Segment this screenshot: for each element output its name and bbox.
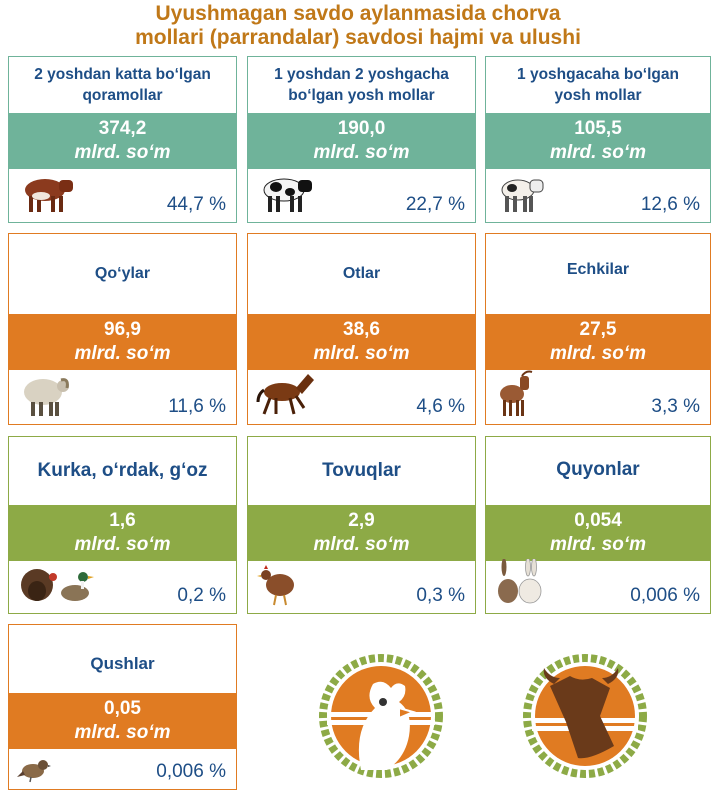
bull-emblem-icon	[523, 654, 647, 778]
card-label: Tovuqlar	[248, 437, 475, 505]
card-unit: mlrd. so‘m	[74, 722, 171, 743]
card-unit: mlrd. so‘m	[549, 343, 647, 364]
value-band: 1,6 mlrd. so‘m	[9, 505, 236, 561]
card-horses: Otlar 38,6 mlrd. so‘m 4,6 %	[247, 233, 476, 425]
card-value: 1,6	[109, 510, 136, 531]
card-label-line2: qoramollar	[82, 86, 163, 104]
card-label-line1: 2 yoshdan katta bo‘lgan	[34, 65, 211, 83]
card-unit: mlrd. so‘m	[313, 142, 410, 163]
card-label-line1: Tovuqlar	[322, 460, 401, 481]
page-title: Uyushmagan savdo aylanmasida chorva moll…	[0, 2, 716, 50]
card-value: 96,9	[104, 319, 141, 340]
rabbit-icon	[498, 559, 542, 604]
goat-icon	[500, 370, 533, 416]
value-band: 374,2 mlrd. so‘m	[9, 113, 236, 169]
card-value: 374,2	[98, 118, 147, 139]
turkey-duck-icon	[21, 569, 94, 601]
card-label: Qo‘ylar	[9, 234, 236, 314]
value-band: 27,5 mlrd. so‘m	[486, 314, 710, 370]
value-band: 38,6 mlrd. so‘m	[248, 314, 475, 370]
card-rabbits: Quyonlar 0,054 mlrd. so‘m 0,006 %	[485, 436, 711, 614]
card-label-line1: 1 yoshdan 2 yoshgacha	[274, 65, 449, 83]
card-calves: 1 yoshgacaha bo‘lgan yosh mollar 105,5 m…	[485, 56, 711, 223]
card-label: Echkilar	[486, 234, 710, 306]
card-label-line1: Kurka, o‘rdak, g‘oz	[37, 460, 208, 481]
card-label-line1: 1 yoshgacaha bo‘lgan	[517, 65, 679, 83]
page-title-line1: Uyushmagan savdo aylanmasida chorva	[155, 2, 561, 25]
card-label-line2: yosh mollar	[554, 86, 642, 104]
card-share: 12,6 %	[640, 194, 700, 215]
card-birds: Qushlar 0,05 mlrd. so‘m 0,006 %	[8, 624, 237, 790]
card-unit: mlrd. so‘m	[549, 534, 647, 555]
card-share: 0,006 %	[156, 761, 226, 782]
card-label: Qushlar	[9, 625, 236, 703]
card-chickens: Tovuqlar 2,9 mlrd. so‘m 0,3 %	[247, 436, 476, 614]
rooster-emblem-icon	[319, 654, 443, 778]
value-band: 0,05 mlrd. so‘m	[9, 693, 236, 749]
card-value: 27,5	[579, 319, 617, 340]
value-band: 2,9 mlrd. so‘m	[248, 505, 475, 561]
card-share: 3,3 %	[651, 396, 700, 417]
sparrow-icon	[17, 760, 51, 783]
card-share: 0,006 %	[630, 585, 700, 606]
card-label-line2: bo‘lgan yosh mollar	[288, 86, 435, 104]
card-poultry-mixed: Kurka, o‘rdak, g‘oz 1,6 mlrd. so‘m 0,2 %	[8, 436, 237, 614]
calf-icon	[501, 179, 544, 212]
card-value: 0,05	[104, 698, 141, 719]
card-unit: mlrd. so‘m	[313, 534, 410, 555]
card-value: 2,9	[348, 510, 375, 531]
card-label: 1 yoshgacaha bo‘lgan yosh mollar	[486, 57, 710, 112]
card-label-line1: Otlar	[342, 265, 381, 282]
value-band: 96,9 mlrd. so‘m	[9, 314, 236, 370]
card-unit: mlrd. so‘m	[74, 343, 171, 364]
card-value: 38,6	[343, 319, 380, 340]
card-unit: mlrd. so‘m	[549, 142, 647, 163]
card-label-line1: Qushlar	[90, 654, 155, 673]
card-label: 1 yoshdan 2 yoshgacha bo‘lgan yosh molla…	[248, 57, 475, 112]
page-title-line2: mollari (parrandalar) savdosi hajmi va u…	[135, 26, 581, 49]
card-share: 0,3 %	[416, 585, 465, 606]
card-unit: mlrd. so‘m	[74, 534, 171, 555]
card-label-line1: Quyonlar	[556, 459, 640, 480]
card-label: Kurka, o‘rdak, g‘oz	[9, 437, 236, 505]
card-unit: mlrd. so‘m	[74, 142, 171, 163]
value-band: 0,054 mlrd. so‘m	[486, 505, 710, 561]
card-share: 22,7 %	[405, 194, 465, 215]
bull-icon	[25, 179, 73, 212]
card-label-line1: Echkilar	[566, 261, 630, 278]
card-share: 11,6 %	[168, 396, 226, 417]
card-share: 44,7 %	[166, 194, 226, 215]
card-value: 105,5	[574, 118, 622, 139]
card-label: Otlar	[248, 234, 475, 314]
horse-icon	[256, 374, 314, 415]
card-share: 4,6 %	[416, 396, 465, 417]
card-label: Quyonlar	[486, 437, 710, 503]
card-value: 0,054	[574, 510, 622, 531]
hen-icon	[257, 565, 294, 606]
value-band: 190,0 mlrd. so‘m	[248, 113, 475, 169]
card-goats: Echkilar 27,5 mlrd. so‘m 3,3 %	[485, 233, 711, 425]
card-unit: mlrd. so‘m	[313, 343, 410, 364]
card-sheep: Qo‘ylar 96,9 mlrd. so‘m 11,6 %	[8, 233, 237, 425]
sheep-icon	[24, 378, 69, 416]
card-young-cattle: 1 yoshdan 2 yoshgacha bo‘lgan yosh molla…	[247, 56, 476, 223]
cow-icon	[263, 178, 312, 212]
card-label: 2 yoshdan katta bo‘lgan qoramollar	[9, 57, 236, 112]
card-value: 190,0	[337, 118, 386, 139]
card-share: 0,2 %	[177, 585, 226, 606]
card-bulls: 2 yoshdan katta bo‘lgan qoramollar 374,2…	[8, 56, 237, 223]
value-band: 105,5 mlrd. so‘m	[486, 113, 710, 169]
card-label-line1: Qo‘ylar	[94, 265, 151, 282]
